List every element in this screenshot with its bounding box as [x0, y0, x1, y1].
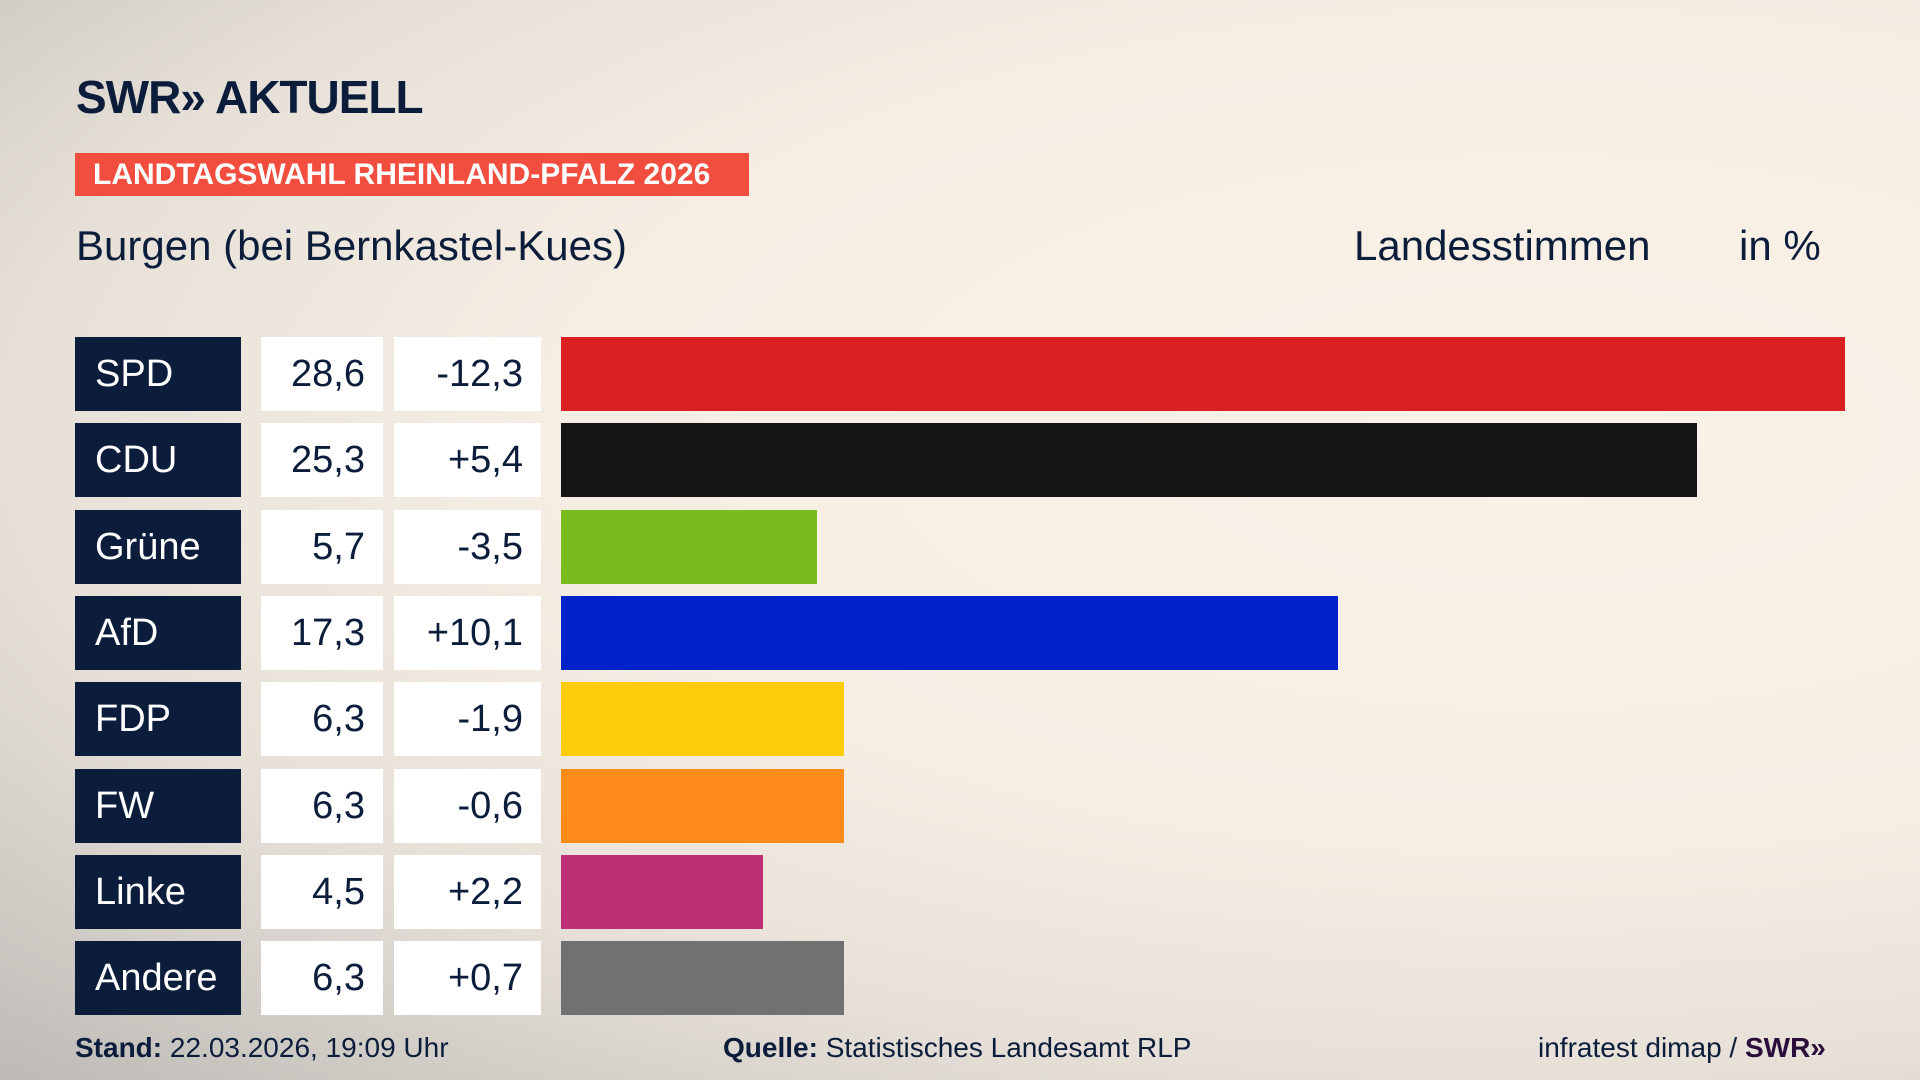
party-label: SPD: [75, 337, 241, 411]
value-label: 6,3: [261, 682, 383, 757]
bar-spd: [561, 337, 1845, 411]
stand-value: 22.03.2026, 19:09 Uhr: [169, 1032, 449, 1063]
change-label: +5,4: [394, 423, 541, 498]
source-label: Quelle:: [723, 1032, 818, 1063]
bar-grüne: [561, 509, 817, 584]
party-label: Grüne: [75, 509, 241, 584]
bar-afd: [561, 595, 1338, 670]
bar-fw: [561, 768, 844, 843]
election-banner: LANDTAGSWAHL RHEINLAND-PFALZ 2026: [75, 153, 749, 196]
source-value: Statistisches Landesamt RLP: [825, 1032, 1192, 1063]
party-label: AfD: [75, 595, 241, 670]
swr-small-logo: SWR»: [1744, 1032, 1826, 1063]
bar-cdu: [561, 423, 1697, 498]
value-label: 4,5: [261, 854, 383, 929]
credit: infratest dimap / SWR»: [1538, 1032, 1826, 1064]
change-label: +0,7: [394, 941, 541, 1016]
swr-aktuell-logo: SWR» AKTUELL: [76, 71, 424, 123]
unit-label: in %: [1739, 222, 1821, 269]
value-label: 6,3: [261, 941, 383, 1016]
value-label: 28,6: [261, 337, 383, 411]
value-label: 5,7: [261, 509, 383, 584]
value-label: 25,3: [261, 423, 383, 498]
location-title: Burgen (bei Bernkastel-Kues): [76, 222, 627, 269]
change-label: +10,1: [394, 595, 541, 670]
party-label: FDP: [75, 682, 241, 757]
change-label: -0,6: [394, 768, 541, 843]
timestamp: Stand: 22.03.2026, 19:09 Uhr: [75, 1032, 449, 1064]
party-label: CDU: [75, 423, 241, 498]
change-label: -1,9: [394, 682, 541, 757]
party-label: FW: [75, 768, 241, 843]
bar-fdp: [561, 682, 844, 757]
vote-type-label: Landesstimmen: [1354, 222, 1651, 269]
change-label: +2,2: [394, 854, 541, 929]
stand-label: Stand:: [75, 1032, 163, 1063]
party-label: Andere: [75, 941, 241, 1016]
credit-text: infratest dimap /: [1538, 1032, 1738, 1063]
change-label: -12,3: [394, 337, 541, 411]
change-label: -3,5: [394, 509, 541, 584]
value-label: 17,3: [261, 595, 383, 670]
value-label: 6,3: [261, 768, 383, 843]
party-label: Linke: [75, 854, 241, 929]
bar-linke: [561, 854, 764, 929]
bar-andere: [561, 941, 844, 1016]
source: Quelle: Statistisches Landesamt RLP: [723, 1032, 1191, 1064]
